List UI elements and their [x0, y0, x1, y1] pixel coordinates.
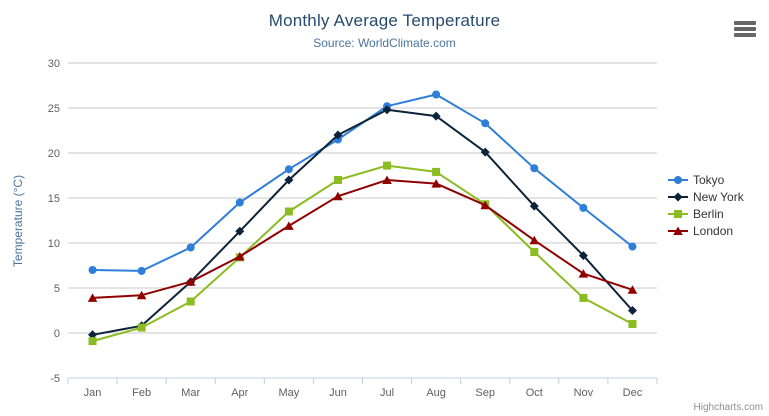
- data-point-tokyo[interactable]: [481, 119, 490, 128]
- data-point-tokyo[interactable]: [186, 243, 195, 252]
- circle-marker-icon: [668, 175, 688, 184]
- data-point-tokyo[interactable]: [284, 165, 293, 174]
- hamburger-icon: [734, 21, 756, 25]
- y-axis-tick-label: 15: [48, 193, 60, 205]
- x-axis-tick-label: Nov: [574, 387, 594, 399]
- legend-label: New York: [693, 189, 744, 204]
- data-point-new-york[interactable]: [333, 130, 343, 140]
- data-point-berlin[interactable]: [137, 323, 146, 332]
- x-axis-tick-label: Sep: [475, 387, 495, 399]
- y-axis-tick-label: -5: [50, 373, 60, 385]
- y-axis-tick-label: 5: [54, 283, 60, 295]
- data-point-london[interactable]: [185, 277, 196, 286]
- data-point-berlin[interactable]: [88, 337, 97, 346]
- data-point-new-york[interactable]: [578, 251, 588, 261]
- data-point-london[interactable]: [136, 290, 147, 300]
- x-axis-tick-label: Mar: [181, 387, 200, 399]
- series-line-tokyo: [91, 93, 634, 272]
- highcharts-credit[interactable]: Highcharts.com: [693, 402, 763, 413]
- data-point-london[interactable]: [234, 252, 245, 261]
- data-point-tokyo[interactable]: [235, 198, 244, 207]
- legend-item-berlin[interactable]: Berlin: [668, 205, 744, 222]
- chart-title: Monthly Average Temperature: [268, 11, 501, 30]
- legend-item-tokyo[interactable]: Tokyo: [668, 171, 744, 188]
- legend-label: Berlin: [693, 206, 724, 221]
- legend-item-london[interactable]: London: [668, 222, 744, 239]
- data-point-berlin[interactable]: [383, 161, 392, 170]
- y-axis-title: Temperature (°C): [11, 174, 25, 268]
- x-axis-tick-label: May: [278, 387, 299, 399]
- hamburger-icon: [734, 27, 756, 31]
- x-axis-tick-label: Jul: [380, 387, 394, 399]
- series-line-berlin: [91, 164, 634, 343]
- y-axis-tick-label: 30: [48, 58, 60, 70]
- data-point-london[interactable]: [627, 285, 638, 294]
- data-point-london[interactable]: [578, 269, 589, 278]
- data-point-berlin[interactable]: [628, 320, 637, 328]
- data-point-new-york[interactable]: [382, 105, 392, 115]
- data-point-berlin[interactable]: [333, 176, 342, 184]
- x-axis-tick-label: Jan: [84, 387, 102, 399]
- x-axis-tick-label: Feb: [132, 387, 151, 399]
- data-point-new-york[interactable]: [284, 175, 294, 185]
- y-axis-tick-label: 20: [48, 148, 60, 160]
- data-point-tokyo[interactable]: [579, 203, 588, 212]
- data-point-london[interactable]: [333, 191, 343, 201]
- data-point-tokyo[interactable]: [530, 164, 539, 173]
- series-line-london: [91, 179, 634, 299]
- diamond-marker-icon: [668, 192, 688, 201]
- data-point-berlin[interactable]: [579, 293, 588, 302]
- x-axis-tick-label: Apr: [231, 387, 248, 399]
- data-point-new-york[interactable]: [529, 201, 539, 211]
- data-point-berlin[interactable]: [432, 167, 441, 176]
- data-point-london[interactable]: [431, 179, 441, 188]
- hamburger-icon: [734, 33, 756, 37]
- diamond-marker-icon: [673, 192, 683, 201]
- square-marker-icon: [674, 209, 682, 218]
- data-point-tokyo[interactable]: [628, 242, 637, 251]
- triangle-marker-icon: [673, 226, 683, 235]
- x-axis-tick-label: Oct: [526, 387, 543, 399]
- x-axis-tick-label: Jun: [329, 387, 347, 399]
- legend-label: London: [693, 223, 734, 238]
- data-point-new-york[interactable]: [480, 147, 490, 157]
- data-point-berlin[interactable]: [186, 297, 195, 306]
- chart-subtitle: Source: WorldClimate.com: [313, 36, 456, 50]
- y-axis-tick-label: 0: [54, 328, 60, 340]
- data-point-london[interactable]: [382, 175, 392, 185]
- data-point-london[interactable]: [480, 200, 491, 210]
- series-line-new-york: [91, 108, 634, 336]
- data-point-tokyo[interactable]: [432, 90, 441, 99]
- x-axis-tick-label: Dec: [623, 387, 643, 399]
- data-point-new-york[interactable]: [88, 330, 98, 340]
- data-point-berlin[interactable]: [530, 248, 539, 256]
- data-point-berlin[interactable]: [284, 207, 293, 216]
- data-point-tokyo[interactable]: [137, 266, 146, 275]
- legend-label: Tokyo: [693, 172, 725, 187]
- triangle-marker-icon: [668, 226, 688, 235]
- y-axis-tick-label: 25: [48, 103, 60, 115]
- data-point-new-york[interactable]: [235, 226, 245, 236]
- legend: Tokyo New York Berlin London: [668, 171, 744, 239]
- data-point-new-york[interactable]: [627, 306, 637, 315]
- export-menu-button[interactable]: [732, 19, 758, 39]
- y-axis-tick-label: 10: [48, 238, 60, 250]
- data-point-london[interactable]: [284, 221, 294, 230]
- circle-marker-icon: [674, 175, 682, 184]
- data-point-london[interactable]: [529, 235, 540, 245]
- legend-item-new-york[interactable]: New York: [668, 188, 744, 205]
- x-axis-tick-label: Aug: [426, 387, 446, 399]
- square-marker-icon: [668, 209, 688, 218]
- data-point-london[interactable]: [87, 293, 98, 302]
- data-point-new-york[interactable]: [431, 111, 441, 121]
- data-point-tokyo[interactable]: [88, 266, 97, 274]
